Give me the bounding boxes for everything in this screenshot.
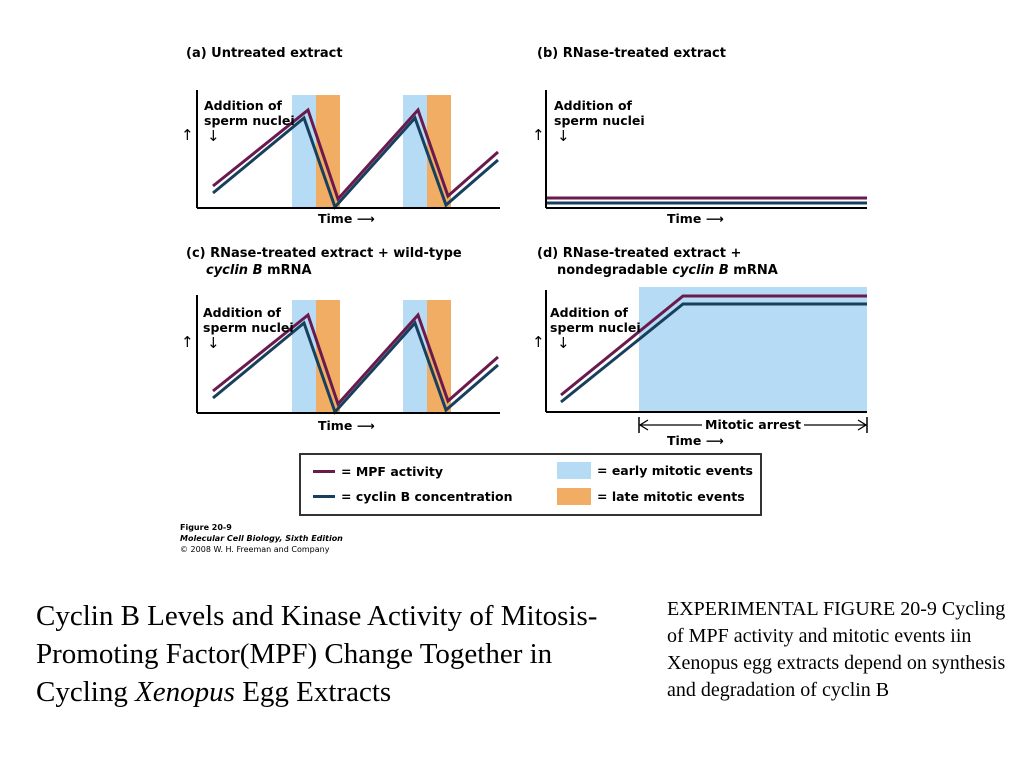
panel-a-up-arrow-icon: ↑	[181, 126, 194, 144]
legend-item-early: = early mitotic events	[557, 462, 753, 479]
panel-d-cyclin-line	[560, 302, 867, 404]
panel-c-cyclin-line	[212, 320, 499, 415]
panel-a-mpf-line	[212, 107, 499, 202]
panel-a-time-arrow-icon: ⟶	[356, 211, 375, 226]
panel-b-time-arrow-icon: ⟶	[705, 211, 724, 226]
panel-b-title: (b) RNase-treated extract	[537, 46, 726, 61]
panel-c-addition-label: Addition of sperm nuclei	[203, 305, 294, 335]
panel-d-arrest-right-arrowhead-icon	[857, 419, 868, 431]
panel-d-title: (d) RNase-treated extract + nondegradabl…	[537, 246, 778, 278]
panel-d-arrest-label: Mitotic arrest	[702, 417, 804, 432]
panel-d-addition-label: Addition of sperm nuclei	[550, 305, 641, 335]
panel-a-cyclin-line	[212, 115, 499, 210]
panel-a-chart	[196, 90, 500, 210]
panel-b-down-arrow-icon: ↓	[557, 127, 570, 145]
panel-d-time-label: Time ⟶	[667, 433, 724, 448]
legend-cyclin-swatch	[313, 495, 335, 498]
panel-a-title: (a) Untreated extract	[186, 46, 343, 61]
panel-c-down-arrow-icon: ↓	[207, 334, 220, 352]
panel-c-time-arrow-icon: ⟶	[356, 418, 375, 433]
panel-c-chart	[196, 295, 500, 415]
figure-credit: Figure 20-9 Molecular Cell Biology, Sixt…	[180, 523, 343, 554]
legend-box: = MPF activity = cyclin B concentration …	[299, 453, 762, 516]
figure-caption: EXPERIMENTAL FIGURE 20-9 Cycling of MPF …	[667, 598, 1006, 701]
legend-item-cyclin: = cyclin B concentration	[313, 489, 513, 504]
panel-d-up-arrow-icon: ↑	[532, 333, 545, 351]
panel-c-time-label: Time ⟶	[318, 418, 375, 433]
legend-mpf-label: = MPF activity	[341, 464, 443, 479]
panel-a-time-label: Time ⟶	[318, 211, 375, 226]
legend-item-late: = late mitotic events	[557, 488, 745, 505]
panel-b-up-arrow-icon: ↑	[532, 126, 545, 144]
panel-c-title: (c) RNase-treated extract + wild-type cy…	[186, 246, 462, 278]
legend-late-label: = late mitotic events	[597, 489, 745, 504]
panel-b-addition-label: Addition of sperm nuclei	[554, 98, 645, 128]
panel-d-mpf-line	[560, 294, 867, 397]
panel-d-time-arrow-icon: ⟶	[705, 433, 724, 448]
slide-title: Cyclin B Levels and Kinase Activity of M…	[36, 600, 598, 708]
panel-d-down-arrow-icon: ↓	[557, 334, 570, 352]
panel-c-up-arrow-icon: ↑	[181, 333, 194, 351]
panel-a-down-arrow-icon: ↓	[207, 127, 220, 145]
panel-d-arrest-left-arrowhead-icon	[638, 419, 649, 431]
panel-d-chart	[545, 287, 868, 433]
legend-cyclin-label: = cyclin B concentration	[341, 489, 513, 504]
legend-mpf-swatch	[313, 470, 335, 473]
panel-a-addition-label: Addition of sperm nuclei	[204, 98, 295, 128]
legend-item-mpf: = MPF activity	[313, 464, 443, 479]
legend-early-swatch	[557, 462, 591, 479]
legend-late-swatch	[557, 488, 591, 505]
panel-c-mpf-line	[212, 312, 499, 407]
legend-early-label: = early mitotic events	[597, 463, 753, 478]
panel-b-time-label: Time ⟶	[667, 211, 724, 226]
panel-b-chart	[545, 90, 867, 209]
